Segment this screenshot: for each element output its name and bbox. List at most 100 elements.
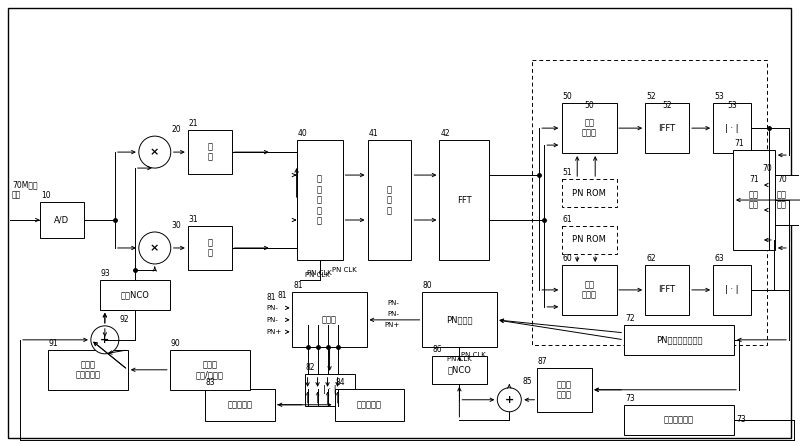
Circle shape [498,388,522,412]
Bar [205,389,274,421]
Bar [645,265,689,315]
Text: 52: 52 [662,101,672,110]
Text: 81: 81 [266,293,276,302]
Text: 84: 84 [335,378,345,387]
Text: 40: 40 [298,129,307,138]
Bar [422,293,497,347]
Text: PN CLK: PN CLK [447,356,472,362]
Text: 80: 80 [423,281,433,290]
Text: ×: × [150,243,159,253]
Bar [624,405,734,435]
Text: 70: 70 [777,175,787,184]
Text: 码环滤波器: 码环滤波器 [357,400,382,409]
Text: PN CLK: PN CLK [331,267,356,273]
Text: 87: 87 [538,357,547,366]
Text: 载波NCO: 载波NCO [120,290,150,299]
Bar [733,150,775,250]
Text: PN生成器: PN生成器 [446,315,473,324]
Text: ～
～: ～ ～ [207,238,212,258]
Text: +: + [100,335,110,345]
Text: 复数
乘法器: 复数 乘法器 [582,119,597,138]
Text: | · |: | · | [322,385,336,394]
Text: PN-: PN- [387,300,399,306]
Text: PN CLK: PN CLK [305,272,330,278]
Bar [367,140,411,260]
Circle shape [139,232,170,264]
Text: 50: 50 [562,92,573,101]
Bar [170,350,250,390]
Circle shape [139,136,170,168]
Text: PN-: PN- [266,305,278,311]
Text: 90: 90 [170,339,181,348]
Text: 73: 73 [625,394,635,403]
Text: 70M中频
输入: 70M中频 输入 [12,180,38,200]
Text: PN+: PN+ [384,322,399,328]
Text: FFT: FFT [457,195,472,205]
Text: 10: 10 [41,191,50,200]
Text: ～
～: ～ ～ [207,142,212,162]
Text: 62: 62 [646,254,656,263]
Text: 载波频率调整: 载波频率调整 [664,415,694,424]
Text: 21: 21 [189,119,198,128]
Text: 缓
存
器: 缓 存 器 [387,185,392,215]
Text: 码NCO: 码NCO [447,365,471,374]
Bar [761,175,800,225]
Text: 41: 41 [369,129,378,138]
Bar [439,140,490,260]
Text: PN CLK: PN CLK [307,270,332,276]
Text: 捕获
判断: 捕获 判断 [749,190,759,210]
Text: 积
分
清
零
器: 积 分 清 零 器 [317,175,322,225]
Bar [562,103,617,153]
Text: 20: 20 [172,125,182,134]
Bar [562,265,617,315]
Text: PN CLK: PN CLK [462,352,486,358]
Text: IFFT: IFFT [658,124,676,132]
Text: | · |: | · | [725,285,739,294]
Text: PN ROM: PN ROM [572,189,606,198]
Bar [40,202,84,238]
Bar [297,140,342,260]
Text: PN码起始位置计算: PN码起始位置计算 [656,335,702,344]
Text: 31: 31 [189,215,198,224]
Text: 85: 85 [522,377,532,386]
Bar [562,179,617,207]
Bar [305,374,354,406]
Text: A/D: A/D [54,215,70,224]
Text: 相关器: 相关器 [322,315,337,324]
Text: 81: 81 [278,291,287,300]
Text: 82: 82 [306,363,315,372]
Text: IFFT: IFFT [658,285,676,294]
Text: PN+: PN+ [266,329,282,335]
Text: 53: 53 [714,92,724,101]
Text: 载波环
鉴频/鉴相器: 载波环 鉴频/鉴相器 [196,360,224,380]
Bar [292,293,367,347]
Text: 71: 71 [749,175,758,184]
Bar [188,226,232,270]
Bar [532,60,767,345]
Text: 61: 61 [562,215,572,224]
Text: 81: 81 [293,281,302,290]
Bar [645,103,689,153]
Text: 码多普
勒补偿: 码多普 勒补偿 [557,380,572,400]
Text: 复数
乘法器: 复数 乘法器 [582,280,597,300]
Text: 52: 52 [646,92,656,101]
Bar [48,350,128,390]
Bar [562,226,617,254]
Bar [624,325,734,355]
Text: 86: 86 [433,345,442,354]
Text: 载波环
环路滤波器: 载波环 环路滤波器 [75,360,100,380]
Text: 72: 72 [625,314,634,323]
Text: 92: 92 [120,315,130,324]
Text: PN ROM: PN ROM [572,235,606,244]
Text: PN-: PN- [387,311,399,317]
Text: +: + [505,395,514,405]
Text: 63: 63 [714,254,724,263]
Text: 自动
门限: 自动 门限 [777,190,787,210]
Text: 73: 73 [736,415,746,424]
Bar [432,356,487,384]
Text: 91: 91 [49,339,58,348]
Text: 53: 53 [727,101,737,110]
Bar [537,368,592,412]
Text: 码环鉴相器: 码环鉴相器 [227,400,252,409]
Text: 30: 30 [172,221,182,230]
